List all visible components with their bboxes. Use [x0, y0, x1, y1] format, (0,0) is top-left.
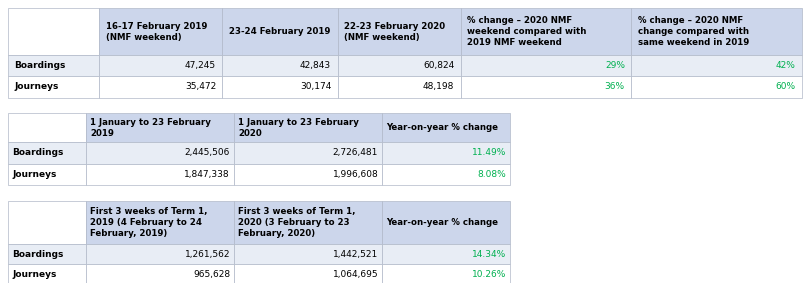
Text: 22-23 February 2020
(NMF weekend): 22-23 February 2020 (NMF weekend): [344, 22, 445, 42]
Text: Boardings: Boardings: [15, 61, 66, 70]
Bar: [461, 76, 631, 98]
Bar: [8, 113, 86, 142]
Text: 1 January to 23 February
2019: 1 January to 23 February 2019: [90, 117, 211, 138]
Text: 35,472: 35,472: [185, 82, 216, 91]
Bar: [382, 142, 510, 164]
Text: 14.34%: 14.34%: [472, 250, 506, 259]
Bar: [338, 76, 461, 98]
Text: 42,843: 42,843: [300, 61, 331, 70]
Bar: [234, 264, 382, 283]
Text: 30,174: 30,174: [300, 82, 331, 91]
Text: First 3 weeks of Term 1,
2020 (3 February to 23
February, 2020): First 3 weeks of Term 1, 2020 (3 Februar…: [238, 207, 356, 238]
Bar: [461, 55, 631, 76]
Bar: [382, 244, 510, 264]
Text: 60,824: 60,824: [423, 61, 454, 70]
Bar: [86, 201, 234, 244]
Bar: [100, 55, 223, 76]
Text: 1,064,695: 1,064,695: [333, 270, 378, 279]
Text: 23-24 February 2019: 23-24 February 2019: [228, 27, 330, 36]
Bar: [86, 244, 234, 264]
Text: 42%: 42%: [776, 61, 795, 70]
Text: Journeys: Journeys: [12, 170, 57, 179]
Text: 29%: 29%: [605, 61, 625, 70]
Bar: [338, 55, 461, 76]
Bar: [8, 142, 86, 164]
Bar: [631, 55, 802, 76]
Bar: [8, 264, 86, 283]
Bar: [382, 164, 510, 185]
Bar: [461, 8, 631, 55]
Bar: [100, 76, 223, 98]
Bar: [86, 264, 234, 283]
Text: Year-on-year % change: Year-on-year % change: [386, 123, 498, 132]
Text: 10.26%: 10.26%: [472, 270, 506, 279]
Bar: [382, 264, 510, 283]
Bar: [8, 201, 86, 244]
Text: Boardings: Boardings: [12, 148, 63, 157]
Text: 2,726,481: 2,726,481: [333, 148, 378, 157]
Bar: [86, 142, 234, 164]
Text: Year-on-year % change: Year-on-year % change: [386, 218, 498, 227]
Text: 2,445,506: 2,445,506: [185, 148, 230, 157]
Text: First 3 weeks of Term 1,
2019 (4 February to 24
February, 2019): First 3 weeks of Term 1, 2019 (4 Februar…: [90, 207, 207, 238]
Bar: [8, 76, 100, 98]
Bar: [8, 164, 86, 185]
Bar: [382, 201, 510, 244]
Text: Journeys: Journeys: [12, 270, 57, 279]
Bar: [86, 113, 234, 142]
Text: 1,996,608: 1,996,608: [332, 170, 378, 179]
Text: 36%: 36%: [605, 82, 625, 91]
Bar: [8, 8, 100, 55]
Text: 60%: 60%: [775, 82, 795, 91]
Bar: [234, 244, 382, 264]
Text: 1 January to 23 February
2020: 1 January to 23 February 2020: [238, 117, 359, 138]
Text: Journeys: Journeys: [15, 82, 59, 91]
Text: 16-17 February 2019
(NMF weekend): 16-17 February 2019 (NMF weekend): [106, 22, 207, 42]
Bar: [86, 164, 234, 185]
Text: Boardings: Boardings: [12, 250, 63, 259]
Bar: [338, 8, 461, 55]
Text: % change – 2020 NMF
weekend compared with
2019 NMF weekend: % change – 2020 NMF weekend compared wit…: [467, 16, 586, 47]
Text: 48,198: 48,198: [423, 82, 454, 91]
Text: 8.08%: 8.08%: [478, 170, 506, 179]
Bar: [382, 113, 510, 142]
Text: 11.49%: 11.49%: [472, 148, 506, 157]
Bar: [8, 55, 100, 76]
Text: 1,442,521: 1,442,521: [333, 250, 378, 259]
Bar: [223, 8, 338, 55]
Bar: [223, 55, 338, 76]
Bar: [234, 113, 382, 142]
Text: 1,847,338: 1,847,338: [185, 170, 230, 179]
Text: 1,261,562: 1,261,562: [185, 250, 230, 259]
Text: 965,628: 965,628: [193, 270, 230, 279]
Bar: [234, 142, 382, 164]
Bar: [234, 164, 382, 185]
Text: 47,245: 47,245: [185, 61, 216, 70]
Bar: [631, 8, 802, 55]
Bar: [100, 8, 223, 55]
Text: % change – 2020 NMF
change compared with
same weekend in 2019: % change – 2020 NMF change compared with…: [637, 16, 748, 47]
Bar: [631, 76, 802, 98]
Bar: [223, 76, 338, 98]
Bar: [234, 201, 382, 244]
Bar: [8, 244, 86, 264]
